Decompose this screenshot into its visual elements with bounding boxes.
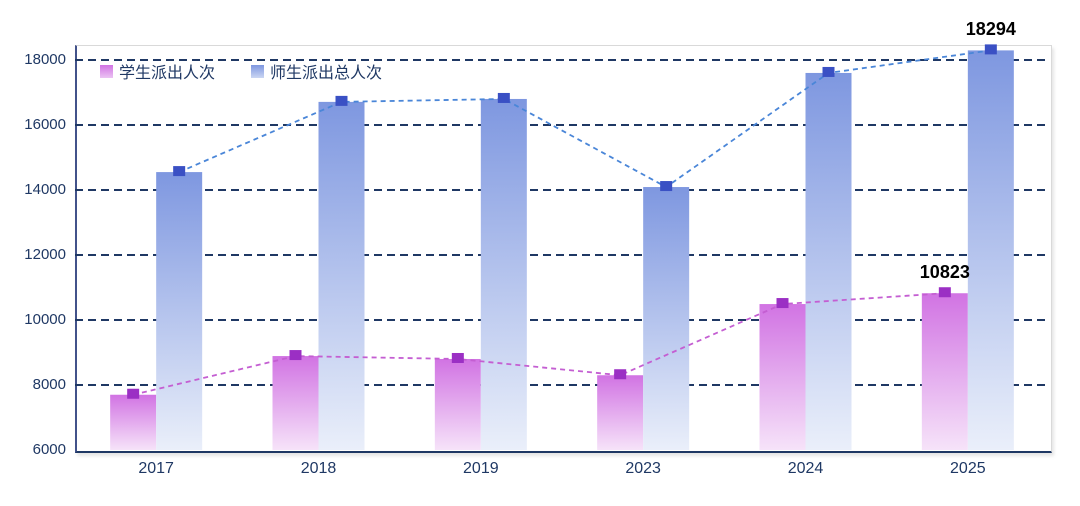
marker-students-2025 [938, 287, 951, 298]
bar-total-2017 [156, 172, 203, 450]
y-tick-label-18000: 18000 [24, 50, 66, 68]
total-series-swatch-icon [251, 64, 265, 78]
x-category-label-2025: 2025 [950, 460, 986, 477]
bar-students-2023 [597, 375, 644, 450]
data-label-students-2025: 10823 [919, 262, 970, 283]
legend-item-total: 师生派出总人次 [251, 59, 382, 83]
y-tick-label-8000: 8000 [32, 375, 66, 393]
line-students [132, 292, 945, 396]
y-tick-label-16000: 16000 [24, 115, 66, 133]
y-tick-label-14000: 14000 [24, 180, 66, 198]
students-series-swatch-icon [100, 64, 113, 78]
marker-total-2018 [335, 95, 348, 106]
x-category-label-2019: 2019 [463, 460, 499, 477]
line-total [178, 49, 991, 189]
marker-students-2018 [289, 350, 302, 361]
marker-total-2017 [173, 166, 186, 177]
bar-students-2017 [110, 394, 157, 450]
x-category-label-2018: 2018 [300, 460, 337, 477]
x-category-label-2017: 2017 [138, 460, 174, 477]
data-label-total-2025: 18294 [965, 19, 1016, 40]
bar-students-2018 [272, 356, 319, 450]
legend: 学生派出人次 师生派出总人次 [100, 59, 382, 83]
marker-students-2023 [614, 369, 627, 380]
marker-total-2025 [984, 44, 997, 55]
x-category-label-2023: 2023 [625, 460, 661, 477]
marker-students-2019 [451, 352, 464, 363]
bar-total-2025 [967, 50, 1014, 451]
marker-total-2023 [660, 181, 673, 192]
bar-total-2024 [805, 72, 852, 450]
marker-students-2024 [776, 298, 789, 309]
x-category-label-2024: 2024 [787, 460, 824, 477]
bar-total-2019 [480, 98, 527, 450]
legend-label-total: 师生派出总人次 [270, 65, 383, 82]
y-tick-label-12000: 12000 [24, 245, 66, 263]
y-tick-label-10000: 10000 [24, 310, 66, 328]
bar-students-2024 [759, 304, 806, 450]
bar-total-2023 [643, 187, 690, 450]
bar-students-2025 [921, 293, 968, 450]
y-tick-label-6000: 6000 [32, 441, 66, 458]
bar-students-2019 [434, 358, 481, 450]
bar-total-2018 [318, 101, 365, 450]
marker-students-2017 [127, 388, 140, 399]
chart-plot-svg [75, 44, 1049, 451]
legend-item-students: 学生派出人次 [100, 59, 215, 83]
marker-total-2024 [822, 66, 835, 77]
legend-label-students: 学生派出人次 [119, 65, 216, 82]
marker-total-2019 [497, 92, 510, 103]
